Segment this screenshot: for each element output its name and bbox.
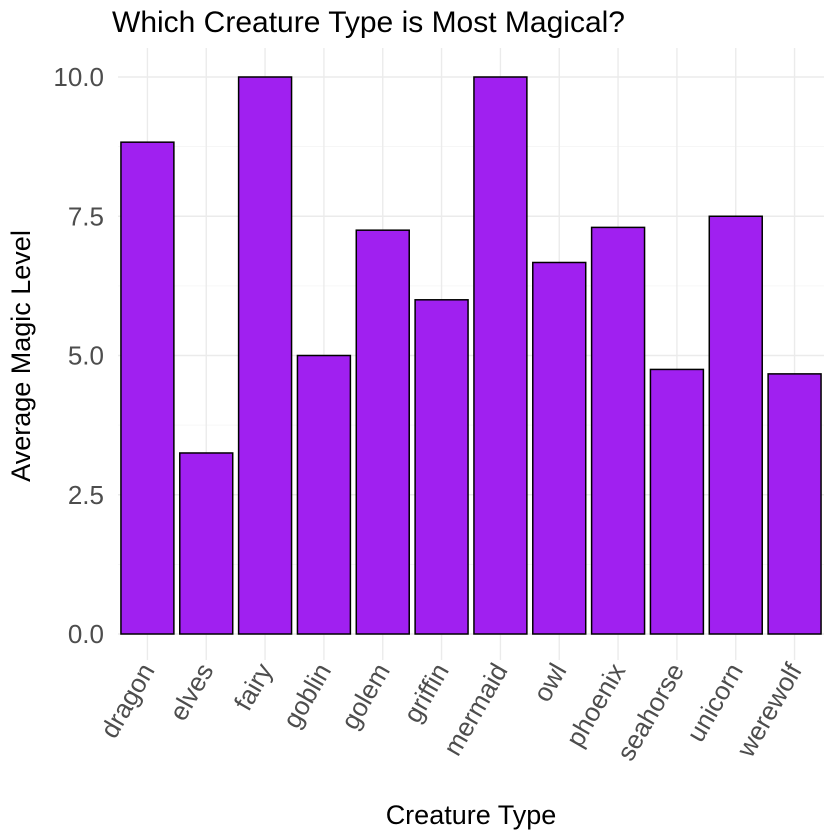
y-axis-ticks: 0.0 2.5 5.0 7.5 10.0 [53, 62, 104, 649]
x-tick-label: golem [335, 658, 396, 734]
bar-owl [532, 261, 587, 635]
bar-unicorn [708, 215, 763, 635]
bar-werewolf [767, 373, 822, 635]
x-tick-label: goblin [276, 658, 337, 733]
y-tick-label: 0.0 [68, 619, 104, 649]
bar-griffin [414, 299, 469, 635]
y-axis-title: Average Magic Level [6, 230, 36, 482]
chart-title: Which Creature Type is Most Magical? [112, 6, 625, 39]
x-tick-label: dragon [94, 658, 160, 743]
bar-golem [355, 229, 410, 635]
bar-seahorse [649, 368, 705, 635]
y-tick-label: 10.0 [53, 62, 104, 92]
bar-elves [179, 452, 234, 635]
x-tick-label: elves [163, 658, 219, 726]
bar-mermaid [473, 76, 528, 635]
bar-fairy [237, 76, 293, 635]
y-tick-label: 7.5 [68, 201, 104, 231]
bars [120, 76, 822, 635]
bar-dragon [120, 141, 175, 635]
y-tick-label: 5.0 [68, 341, 104, 371]
bar-phoenix [590, 226, 646, 635]
x-axis-title: Creature Type [386, 800, 557, 830]
y-tick-label: 2.5 [68, 480, 104, 510]
x-tick-label: griffin [397, 658, 455, 728]
x-tick-label: fairy [228, 658, 279, 716]
x-tick-label: owl [527, 658, 572, 707]
bar-goblin [296, 354, 352, 635]
